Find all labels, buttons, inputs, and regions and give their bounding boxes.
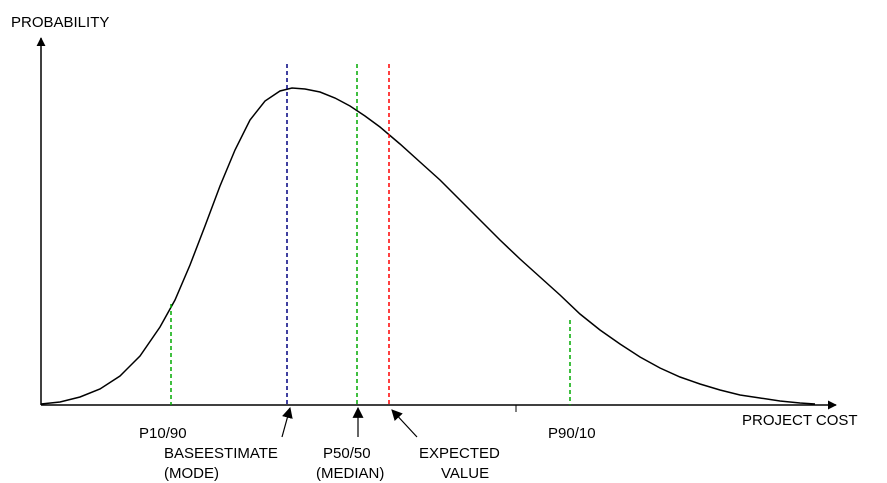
median-label: P50/50 — [323, 445, 371, 462]
median-sublabel: (MEDIAN) — [316, 465, 384, 482]
expected-sublabel: VALUE — [441, 465, 489, 482]
y-axis-label: PROBABILITY — [11, 14, 109, 31]
mode-label: BASEESTIMATE — [164, 445, 278, 462]
p90-label: P90/10 — [548, 425, 596, 442]
x-axis-label: PROJECT COST — [742, 412, 858, 429]
expected-pointer-arrow — [391, 409, 418, 438]
mode-pointer-arrow — [281, 406, 293, 438]
p10-label: P10/90 — [139, 425, 187, 442]
probability-distribution-curve — [40, 87, 816, 405]
expected-label: EXPECTED — [419, 445, 500, 462]
mode-sublabel: (MODE) — [164, 465, 219, 482]
